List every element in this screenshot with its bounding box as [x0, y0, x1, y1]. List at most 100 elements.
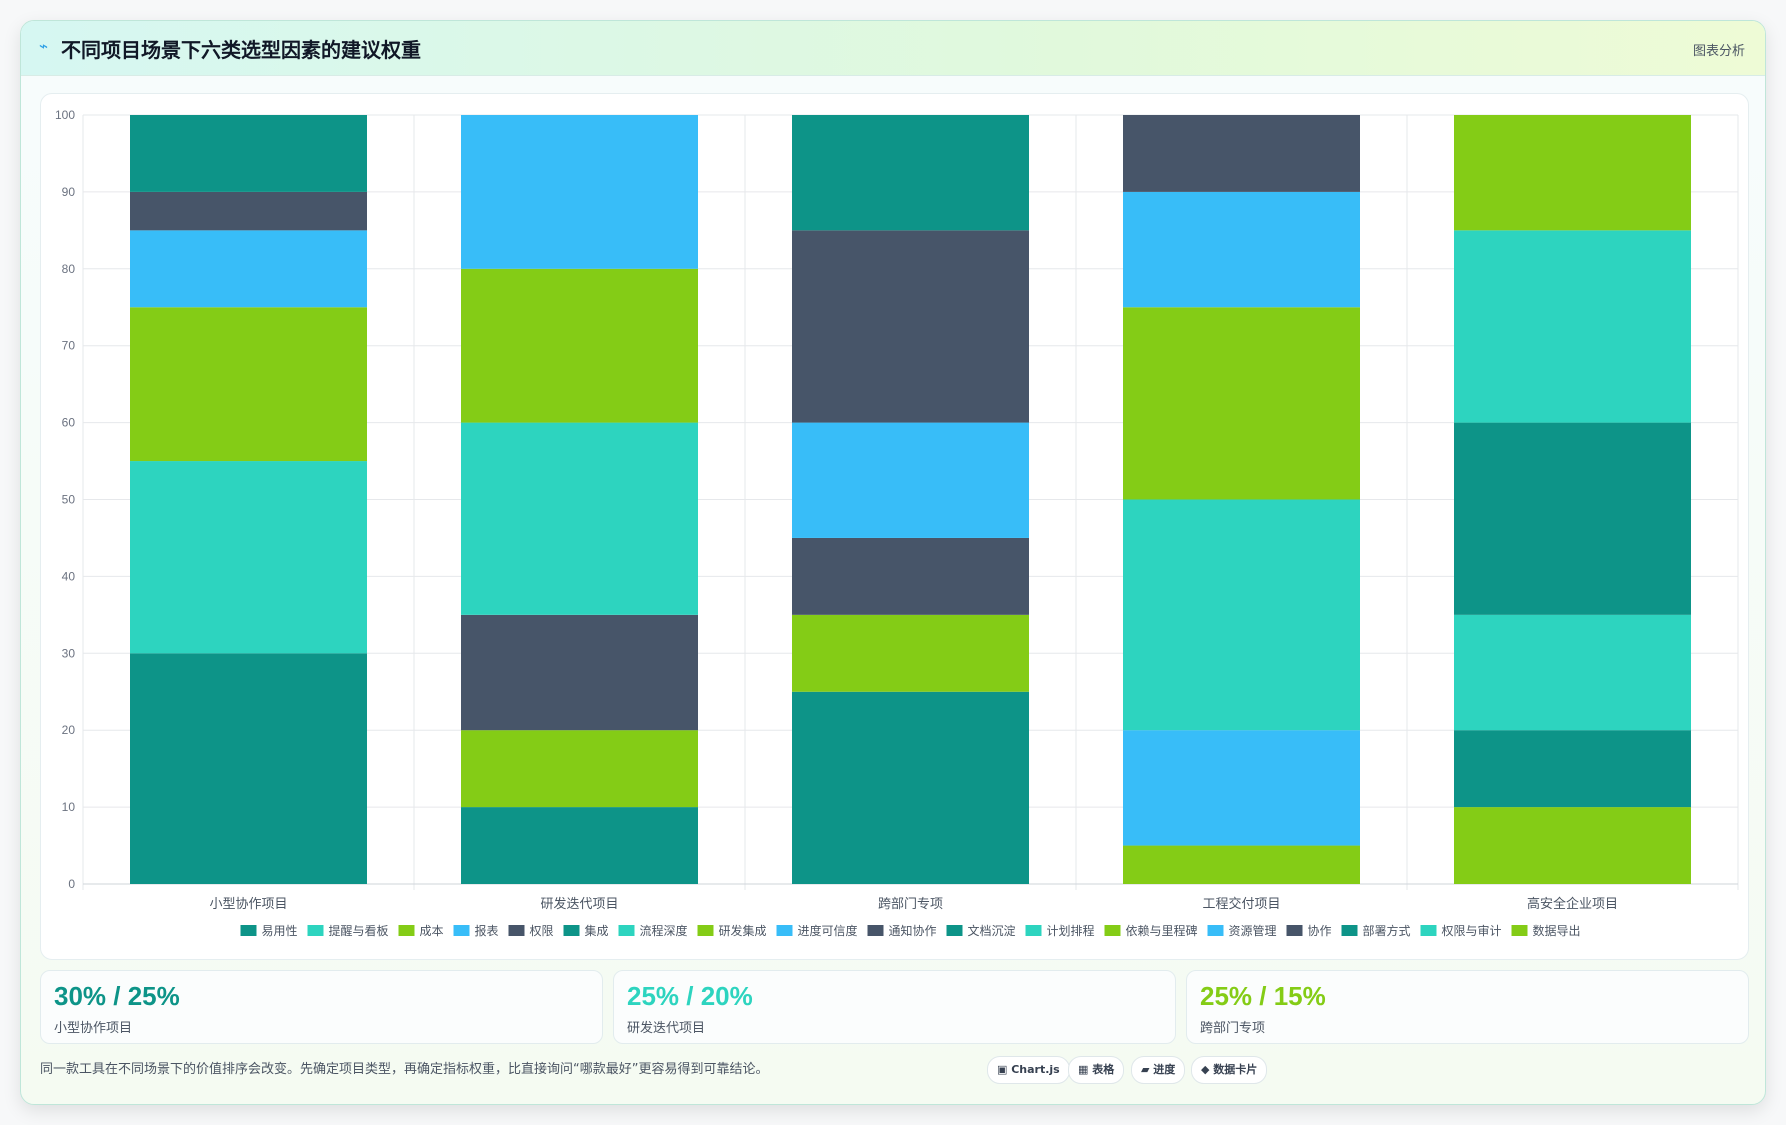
- y-tick-label: 20: [62, 723, 76, 737]
- legend-swatch: [618, 925, 635, 936]
- y-tick-label: 100: [55, 108, 75, 122]
- bar-segment: [130, 307, 367, 462]
- x-tick-label: 跨部门专项: [878, 897, 943, 912]
- kpi-value: 30% / 25%: [54, 981, 180, 1011]
- legend-swatch: [1286, 925, 1303, 936]
- kpi-label: 小型协作项目: [54, 1021, 133, 1036]
- bar-segment: [1454, 422, 1691, 615]
- bar-segment: [792, 422, 1029, 538]
- legend-label: 依赖与里程碑: [1126, 923, 1198, 938]
- tag-data-card[interactable]: ◆ 数据卡片: [1191, 1056, 1268, 1084]
- kpi-value: 25% / 20%: [627, 981, 753, 1011]
- tag-chartjs[interactable]: ▣ Chart.js: [987, 1056, 1070, 1084]
- bar-segment: [1123, 730, 1360, 846]
- y-tick-label: 0: [68, 877, 75, 891]
- tag-progress[interactable]: ▰ 进度: [1131, 1056, 1186, 1084]
- bar-segment: [130, 461, 367, 654]
- legend-label: 流程深度: [640, 923, 688, 938]
- legend-swatch: [867, 925, 884, 936]
- legend-label: 研发集成: [719, 923, 767, 938]
- bar-segment: [792, 115, 1029, 231]
- tag-table[interactable]: ▦ 表格: [1068, 1056, 1125, 1084]
- legend-label: 协作: [1308, 923, 1332, 938]
- bar-segment: [130, 230, 367, 308]
- x-tick-label: 研发迭代项目: [540, 896, 618, 912]
- legend-label: 成本: [420, 924, 444, 938]
- legend-swatch: [240, 925, 257, 936]
- legend-swatch: [453, 925, 470, 936]
- y-tick-label: 40: [62, 569, 76, 583]
- y-tick-label: 90: [62, 185, 76, 199]
- bar-segment: [1454, 230, 1691, 423]
- bar-segment: [792, 691, 1029, 884]
- legend-label: 权限与审计: [1442, 923, 1502, 938]
- x-tick-label: 高安全企业项目: [1527, 896, 1618, 912]
- y-tick-label: 10: [62, 800, 76, 814]
- kpi-label: 研发迭代项目: [627, 1021, 706, 1036]
- legend-swatch: [1104, 925, 1121, 936]
- chart-analysis-label[interactable]: 图表分析: [1692, 44, 1745, 59]
- legend-label: 计划排程: [1047, 923, 1095, 938]
- bar-segment: [792, 537, 1029, 615]
- legend-label: 报表: [475, 923, 499, 938]
- legend-label: 数据导出: [1533, 923, 1581, 938]
- chart-panel: 0 10 20 30 40 50 60 70 80 90 100 小型协作项目 研发迭代项目 跨部门专项 工…: [40, 93, 1749, 960]
- y-tick-label: 80: [62, 262, 76, 276]
- legend-label: 通知协作: [889, 923, 937, 938]
- y-tick-label: 50: [62, 493, 76, 507]
- bar-segment: [792, 614, 1029, 692]
- card-header: ⌁ 不同项目场景下六类选型因素的建议权重 图表分析: [21, 21, 1765, 76]
- bar-segment: [1123, 115, 1360, 192]
- legend-swatch: [508, 925, 525, 936]
- kpi-row: 30% / 25% 小型协作项目 25% / 20% 研发迭代项目 25% / …: [40, 970, 1749, 1044]
- bar-segment: [130, 115, 367, 192]
- legend-label: 进度可信度: [798, 923, 858, 938]
- kpi-card-small-collab: 30% / 25% 小型协作项目: [40, 970, 603, 1044]
- chart-card: ⌁ 不同项目场景下六类选型因素的建议权重 图表分析 0 10 20 30 40 50 60 7…: [20, 20, 1766, 1105]
- bar-segment: [1123, 845, 1360, 884]
- legend-label: 文档沉淀: [968, 923, 1016, 938]
- bar-segment: [1454, 807, 1691, 884]
- bar-segment: [130, 653, 367, 884]
- footer-note: 同一款工具在不同场景下的价值排序会改变。先确定项目类型，再确定指标权重，比直接询…: [40, 1062, 769, 1077]
- legend-swatch: [776, 925, 793, 936]
- legend-swatch: [398, 925, 415, 936]
- legend-swatch: [1025, 925, 1042, 936]
- y-tick-label: 60: [62, 416, 76, 430]
- stacked-bar-chart: 0 10 20 30 40 50 60 70 80 90 100 小型协作项目 研发迭代项目 跨部门专项 工…: [55, 108, 1739, 938]
- y-tick-label: 70: [62, 339, 76, 353]
- x-tick-label: 小型协作项目: [209, 897, 287, 912]
- bar-segment: [1454, 614, 1691, 731]
- x-tick-label: 工程交付项目: [1202, 896, 1280, 912]
- bar-segment: [461, 730, 698, 808]
- legend-swatch: [1207, 925, 1224, 936]
- bar-segment: [461, 268, 698, 423]
- kpi-label: 跨部门专项: [1200, 1021, 1266, 1036]
- legend-swatch: [1511, 925, 1528, 936]
- bar-segment: [461, 115, 698, 269]
- bar-segment: [1454, 730, 1691, 808]
- bolt-icon: ⌁: [39, 37, 49, 55]
- bar-segment: [461, 807, 698, 884]
- kpi-card-cross-dept: 25% / 15% 跨部门专项: [1186, 970, 1749, 1044]
- bar-segment: [1123, 307, 1360, 500]
- legend-swatch: [1420, 925, 1437, 936]
- kpi-card-rd-iteration: 25% / 20% 研发迭代项目: [613, 970, 1176, 1044]
- bar-segment: [1123, 499, 1360, 731]
- legend-label: 资源管理: [1229, 923, 1277, 938]
- legend-label: 权限: [530, 924, 554, 938]
- bar-segment: [792, 230, 1029, 423]
- legend-swatch: [1341, 925, 1358, 936]
- bar-segment: [1123, 191, 1360, 308]
- bar-segment: [1454, 115, 1691, 231]
- legend-swatch: [307, 925, 324, 936]
- legend-swatch: [563, 925, 580, 936]
- kpi-value: 25% / 15%: [1200, 981, 1326, 1011]
- legend-label: 易用性: [262, 924, 298, 938]
- legend-label: 部署方式: [1363, 923, 1411, 938]
- bar-segment: [461, 422, 698, 615]
- bar-segment: [461, 614, 698, 731]
- y-tick-label: 30: [62, 646, 76, 660]
- legend-swatch: [946, 925, 963, 936]
- page-title: 不同项目场景下六类选型因素的建议权重: [61, 38, 421, 62]
